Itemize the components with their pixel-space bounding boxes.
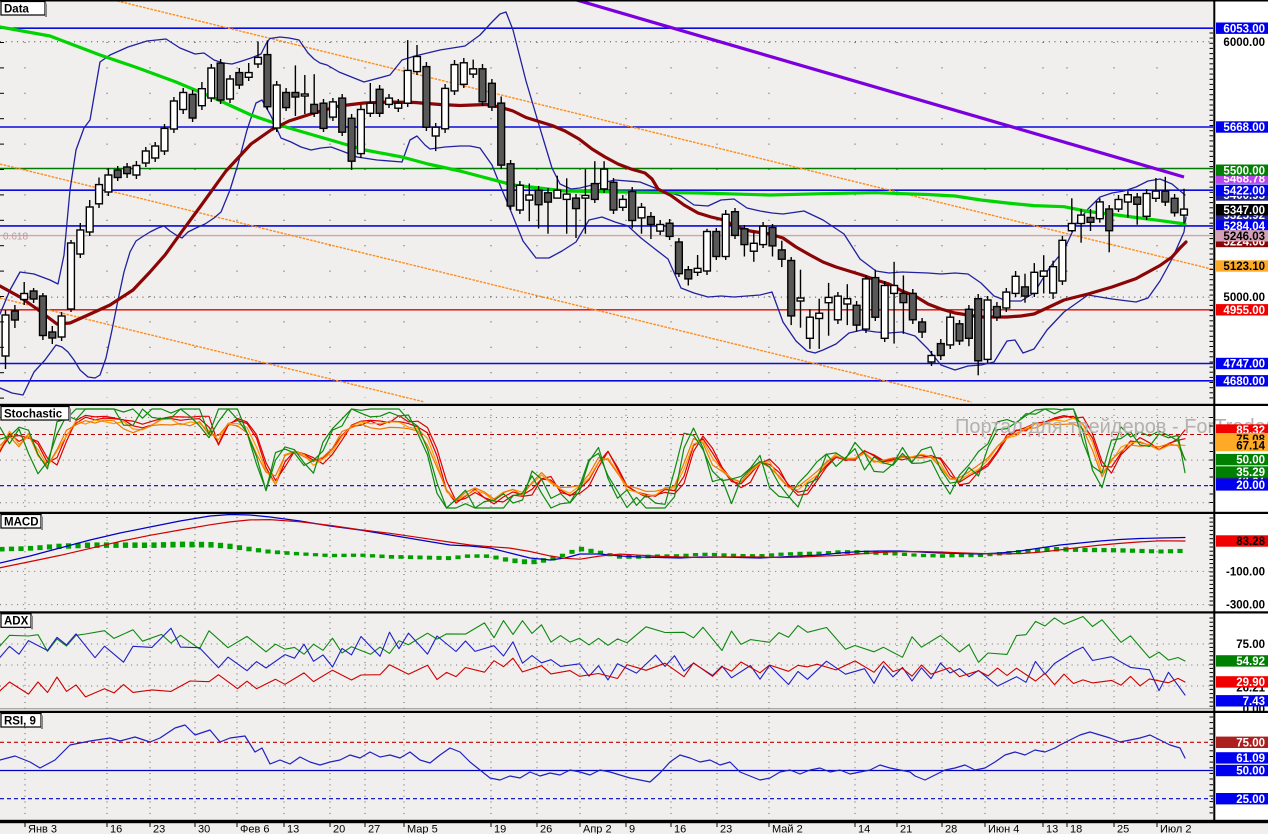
svg-text:4680.00: 4680.00	[1223, 376, 1265, 388]
svg-text:61.09: 61.09	[1236, 753, 1265, 765]
svg-text:25: 25	[1117, 824, 1129, 835]
svg-text:5000.00: 5000.00	[1223, 292, 1265, 304]
svg-text:20.00: 20.00	[1236, 480, 1265, 492]
svg-text:13: 13	[1046, 824, 1058, 835]
svg-text:Фев 6: Фев 6	[240, 824, 270, 835]
svg-text:RSI, 9: RSI, 9	[4, 715, 36, 727]
svg-text:MACD: MACD	[4, 516, 39, 528]
svg-text:20: 20	[333, 824, 345, 835]
svg-text:13: 13	[287, 824, 299, 835]
svg-text:19: 19	[494, 824, 506, 835]
svg-text:Мар 5: Мар 5	[407, 824, 438, 835]
svg-text:30: 30	[198, 824, 210, 835]
svg-text:Апр 2: Апр 2	[583, 824, 612, 835]
svg-text:5668.00: 5668.00	[1223, 122, 1265, 134]
svg-text:-300.00: -300.00	[1226, 600, 1265, 612]
svg-text:54.92: 54.92	[1236, 656, 1265, 668]
svg-text:23: 23	[153, 824, 165, 835]
svg-text:6053.00: 6053.00	[1223, 23, 1265, 35]
svg-text:Май 2: Май 2	[772, 824, 803, 835]
svg-text:5246.03: 5246.03	[1223, 231, 1265, 243]
svg-text:4747.00: 4747.00	[1223, 359, 1265, 371]
svg-text:5284.04: 5284.04	[1223, 221, 1265, 233]
svg-text:21: 21	[900, 824, 912, 835]
svg-text:Stochastic: Stochastic	[4, 408, 63, 420]
svg-text:ADX: ADX	[4, 616, 29, 628]
svg-text:5468.78: 5468.78	[1223, 173, 1265, 185]
svg-text:18: 18	[1070, 824, 1082, 835]
svg-text:35.29: 35.29	[1236, 467, 1265, 479]
svg-text:83.28: 83.28	[1236, 536, 1265, 548]
svg-text:5123.10: 5123.10	[1223, 261, 1265, 273]
svg-text:Янв 3: Янв 3	[28, 824, 57, 835]
svg-text:9: 9	[629, 824, 635, 835]
svg-text:Data: Data	[4, 3, 30, 15]
svg-text:5347.00: 5347.00	[1223, 205, 1265, 217]
svg-text:50.00: 50.00	[1236, 455, 1265, 467]
svg-text:5422.00: 5422.00	[1223, 185, 1265, 197]
svg-text:Портал для трейдеров - ForTrad: Портал для трейдеров - ForTrader.ru	[955, 416, 1268, 438]
svg-text:6000.00: 6000.00	[1223, 37, 1265, 49]
svg-text:16: 16	[674, 824, 686, 835]
svg-text:75.00: 75.00	[1236, 737, 1265, 749]
svg-text:0.618: 0.618	[3, 232, 28, 243]
svg-text:25.00: 25.00	[1236, 794, 1265, 806]
svg-text:Июл 2: Июл 2	[1160, 824, 1192, 835]
svg-text:29.90: 29.90	[1236, 677, 1265, 689]
svg-text:27: 27	[368, 824, 380, 835]
svg-text:4955.00: 4955.00	[1223, 305, 1265, 317]
svg-text:75.00: 75.00	[1236, 639, 1265, 651]
svg-text:Июн 4: Июн 4	[988, 824, 1019, 835]
svg-text:-100.00: -100.00	[1226, 567, 1265, 579]
svg-text:28: 28	[945, 824, 957, 835]
svg-text:5500.00: 5500.00	[1223, 165, 1265, 177]
svg-text:23: 23	[720, 824, 732, 835]
svg-text:16: 16	[110, 824, 122, 835]
svg-text:67.14: 67.14	[1236, 441, 1265, 453]
svg-text:14: 14	[858, 824, 870, 835]
svg-text:7.43: 7.43	[1243, 696, 1265, 708]
svg-text:50.00: 50.00	[1236, 766, 1265, 778]
svg-text:26: 26	[540, 824, 552, 835]
